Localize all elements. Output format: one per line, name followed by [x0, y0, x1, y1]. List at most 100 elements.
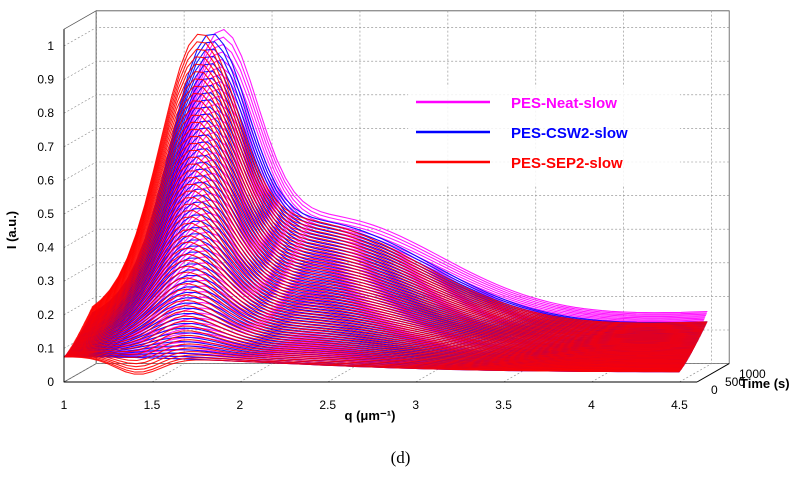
y-axis-label: I (a.u.) — [4, 211, 19, 249]
series-line-3 — [66, 347, 682, 370]
series-line-3 — [91, 33, 708, 324]
series-line-3 — [91, 41, 707, 325]
x-tick-label: 2.5 — [319, 398, 336, 412]
series-line-3 — [74, 259, 691, 356]
series-line-3 — [81, 177, 698, 344]
series-line-3 — [70, 310, 686, 364]
y-tick-label: 0.6 — [37, 173, 54, 187]
series-line-3 — [90, 48, 707, 326]
y-tick-label: 0 — [47, 375, 54, 389]
series-line-3 — [86, 114, 702, 335]
series-line-3 — [83, 149, 700, 340]
series-line-3 — [84, 135, 701, 338]
series-line-3 — [72, 288, 688, 361]
series-line-3 — [64, 355, 680, 373]
series-line-3 — [90, 56, 706, 327]
series-line-3 — [82, 156, 699, 341]
series-line-3 — [75, 247, 692, 355]
series-line-3 — [78, 216, 694, 350]
y-tick-label: 0.4 — [37, 241, 54, 255]
series-line-3 — [69, 315, 686, 365]
x-tick-label: 4 — [588, 398, 595, 412]
series-line-1 — [89, 66, 705, 320]
z-axis-label: Time (s) — [740, 376, 790, 391]
x-gridline — [239, 10, 273, 383]
y-tick-label: 0.5 — [37, 207, 54, 221]
series-line-3 — [82, 163, 699, 342]
x-tick-label: 1 — [61, 398, 68, 412]
legend: PES-Neat-slow PES-CSW2-slow PES-SEP2-slo… — [408, 86, 680, 186]
series-line-3 — [71, 299, 687, 362]
z-tick-label: 500 — [725, 375, 745, 389]
y-tick-label: 0.9 — [37, 73, 54, 87]
series-line-3 — [75, 253, 691, 356]
legend-label-neat: PES-Neat-slow — [511, 95, 617, 112]
z-tick-label: 0 — [711, 383, 718, 397]
series-line-3 — [88, 85, 704, 331]
x-tick-label: 4.5 — [671, 398, 688, 412]
legend-label-sep2: PES-SEP2-slow — [511, 155, 623, 172]
series-line-3 — [64, 354, 681, 372]
series-line-3 — [89, 71, 705, 329]
series-line-3 — [89, 63, 706, 328]
series-line-3 — [87, 92, 704, 332]
chart-curves — [63, 28, 708, 375]
legend-label-csw2: PES-CSW2-slow — [511, 125, 628, 142]
series-line-3 — [87, 100, 703, 333]
series-line-3 — [79, 203, 696, 348]
x-tick-label: 3 — [412, 398, 419, 412]
y-tick-label: 0.1 — [37, 341, 54, 355]
series-line-3 — [71, 294, 688, 362]
series-line-3 — [85, 128, 701, 337]
series-line-3 — [67, 334, 683, 368]
panel-caption: (d) — [390, 448, 411, 467]
series-line-2 — [91, 33, 708, 324]
series-line-3 — [68, 330, 684, 367]
series-line-3 — [79, 196, 696, 347]
z-tick-label: 1000 — [739, 367, 766, 381]
series-line-3 — [80, 190, 697, 346]
series-line-3 — [76, 241, 692, 354]
series-line-3 — [73, 271, 690, 358]
series-line-3 — [85, 121, 702, 336]
series-line-3 — [67, 339, 683, 369]
series-line-3 — [81, 170, 698, 343]
series-line-3 — [74, 265, 690, 357]
x-tick-labels: 1 1.5 2 2.5 3 3.5 4 4.5 — [61, 398, 688, 412]
series-line-3 — [80, 183, 697, 345]
series-line-3 — [73, 277, 689, 359]
series-line-3 — [70, 305, 687, 363]
y-gridline — [63, 161, 730, 181]
series-line-3 — [69, 320, 685, 366]
series-line-3 — [77, 222, 694, 351]
y-gridline — [63, 228, 730, 248]
x-tick-label: 2 — [236, 398, 243, 412]
y-tick-labels: 0 0.1 0.2 0.3 0.4 0.5 0.6 0.7 0.8 0.9 1 — [37, 39, 54, 389]
x-gridline — [679, 10, 712, 383]
series-line-3 — [66, 343, 682, 370]
y-tick-label: 1 — [47, 39, 54, 53]
y-tick-label: 0.2 — [37, 308, 54, 322]
series-line-3 — [72, 282, 689, 360]
x-axis-label: q (μm⁻¹) — [345, 408, 396, 423]
series-line-3 — [83, 142, 700, 339]
series-line-3 — [78, 209, 695, 349]
series-line-3 — [86, 107, 703, 334]
series-line-3 — [88, 78, 705, 330]
series-line-3 — [65, 351, 681, 371]
y-gridline — [63, 27, 730, 47]
y-tick-label: 0.7 — [37, 140, 54, 154]
y-gridline — [63, 60, 730, 80]
chart-axes — [63, 29, 730, 383]
x-tick-label: 1.5 — [144, 398, 161, 412]
series-line-3 — [76, 235, 693, 353]
x-gridline — [63, 10, 97, 383]
y-tick-label: 0.3 — [37, 274, 54, 288]
series-line-3 — [68, 325, 685, 367]
y-tick-label: 0.8 — [37, 106, 54, 120]
series-line-3 — [77, 228, 693, 352]
x-tick-label: 3.5 — [495, 398, 512, 412]
z-axis-line — [696, 363, 730, 383]
